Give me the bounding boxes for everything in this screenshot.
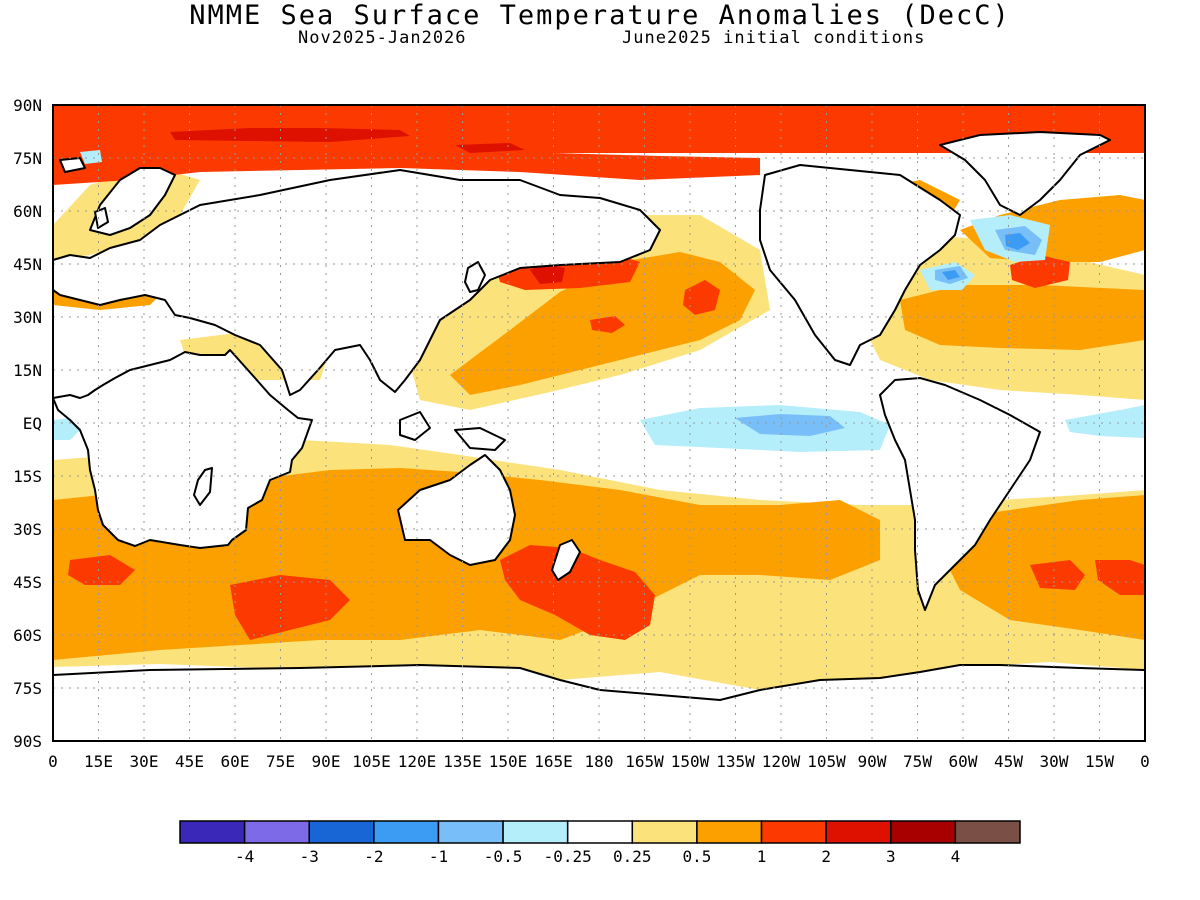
- landmass-africa: [52, 349, 313, 549]
- landmass-borneo: [399, 411, 431, 441]
- lat-label: 90S: [13, 732, 42, 751]
- colorbar-swatch: [631, 820, 698, 844]
- lon-label: 75W: [903, 752, 932, 771]
- lat-label: 60S: [13, 626, 42, 645]
- landmass-uk: [94, 207, 109, 229]
- colorbar-label: -1: [429, 847, 448, 866]
- colorbar-swatch: [373, 820, 440, 844]
- lon-label: 75E: [266, 752, 295, 771]
- landmass-north-america: [759, 164, 961, 366]
- lon-label: 0: [48, 752, 58, 771]
- lon-label: 150E: [489, 752, 528, 771]
- colorbar-label: -0.25: [544, 847, 592, 866]
- lat-label: 75N: [13, 149, 42, 168]
- colorbar-label: 3: [886, 847, 896, 866]
- colorbar-swatch: [179, 820, 246, 844]
- chart-title: NMME Sea Surface Temperature Anomalies (…: [189, 0, 1011, 31]
- colorbar-swatch: [760, 820, 827, 844]
- landmass-iceland: [59, 157, 86, 173]
- colorbar-label: -2: [364, 847, 383, 866]
- landmass-greenland: [939, 131, 1111, 216]
- landmass-madagascar: [193, 467, 213, 506]
- lon-label: 60E: [221, 752, 250, 771]
- lat-label: 15S: [13, 467, 42, 486]
- lat-label: 45S: [13, 573, 42, 592]
- lon-label: 120E: [398, 752, 437, 771]
- lon-label: 45W: [994, 752, 1023, 771]
- lon-label: 90E: [312, 752, 341, 771]
- lat-label: 45N: [13, 255, 42, 274]
- landmass-new-guinea: [454, 427, 506, 451]
- lat-label: 30S: [13, 520, 42, 539]
- initial-conditions: June2025 initial conditions: [622, 28, 926, 48]
- forecast-period: Nov2025-Jan2026: [298, 28, 467, 48]
- colorbar-label: 1: [757, 847, 767, 866]
- colorbar-swatch: [243, 820, 310, 844]
- landmass-new-zealand: [551, 539, 581, 581]
- longitude-tick-labels: 0 15E 30E 45E 60E 75E 90E 105E 120E 135E 150E 165E 1…: [48, 752, 1150, 771]
- lon-label: 0: [1140, 752, 1150, 771]
- lon-label: 60W: [949, 752, 978, 771]
- colorbar-swatch: [566, 820, 634, 844]
- lon-label: 15E: [84, 752, 113, 771]
- lat-label: EQ: [23, 414, 42, 433]
- lon-label: 30W: [1040, 752, 1069, 771]
- lon-label: 165E: [534, 752, 573, 771]
- lon-label: 45E: [175, 752, 204, 771]
- lon-gridlines: [98, 105, 1100, 741]
- lon-label: 180: [585, 752, 614, 771]
- colorbar-swatch: [890, 820, 957, 844]
- colorbar-swatch: [825, 820, 892, 844]
- colorbar-swatch: [954, 820, 1021, 844]
- colorbar-swatch: [437, 820, 504, 844]
- landmass-south-america: [879, 377, 1041, 611]
- colorbar-label: 0.5: [682, 847, 711, 866]
- lon-label: 30E: [130, 752, 159, 771]
- colorbar-label: 4: [951, 847, 961, 866]
- lon-label: 135E: [443, 752, 482, 771]
- colorbar-label: 2: [821, 847, 831, 866]
- latitude-tick-labels: 90N 75N 60N 45N 30N 15N EQ 15S 30S 45S 60S 75S 90S: [13, 96, 42, 751]
- colorbar-swatch: [696, 820, 763, 844]
- colorbar-label: 0.25: [613, 847, 652, 866]
- lon-label: 105W: [807, 752, 846, 771]
- lon-label: 135W: [716, 752, 755, 771]
- colorbar-label: -3: [300, 847, 319, 866]
- lon-label: 105E: [352, 752, 391, 771]
- colorbar-label: -0.5: [484, 847, 523, 866]
- landmass-japan: [464, 261, 486, 293]
- colorbar-label: -4: [235, 847, 254, 866]
- lat-label: 90N: [13, 96, 42, 115]
- map-frame: [52, 104, 1146, 742]
- lon-label: 165W: [625, 752, 664, 771]
- lat-label: 30N: [13, 308, 42, 327]
- lon-label: 15W: [1085, 752, 1114, 771]
- lon-label: 90W: [858, 752, 887, 771]
- landmass-australia: [397, 454, 516, 566]
- colorbar-tick-labels: -4 -3 -2 -1 -0.5 -0.25 0.25 0.5 1 2 3 4: [235, 847, 960, 866]
- lat-label: 60N: [13, 202, 42, 221]
- colorbar-swatch: [502, 820, 569, 844]
- lat-label: 75S: [13, 679, 42, 698]
- lat-label: 15N: [13, 361, 42, 380]
- colorbar-swatch: [308, 820, 375, 844]
- lon-label: 150W: [671, 752, 710, 771]
- colorbar: [179, 820, 1021, 844]
- landmass-scandinavia: [89, 167, 176, 236]
- lon-label: 120W: [762, 752, 801, 771]
